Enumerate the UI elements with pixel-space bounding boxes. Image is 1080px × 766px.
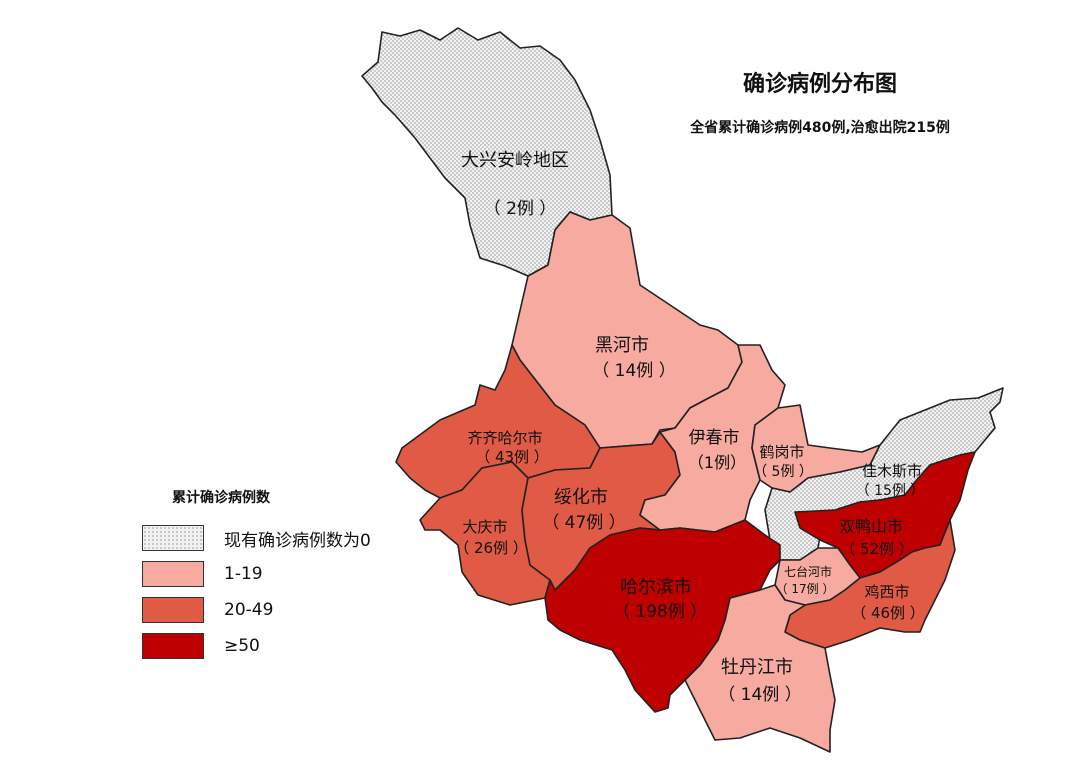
legend-swatch-20-49 [142,597,204,623]
map-title: 确诊病例分布图 [742,72,897,97]
jixi-count: （ 46例 ） [851,604,925,622]
legend-label-1-19: 1-19 [224,564,263,584]
qitaihe-count: （ 17例 ） [776,582,835,596]
legend-item-50-plus: ≥50 [142,631,260,661]
qitaihe-name: 七台河市 [784,564,832,579]
legend-item-20-49: 20-49 [142,595,273,625]
jiamusi-name: 佳木斯市 [862,462,922,480]
region-yichun[interactable] [639,344,786,533]
region-harbin[interactable] [544,519,781,713]
mudanjiang-name: 牡丹江市 [721,657,793,678]
daxinganling-name: 大兴安岭地区 [461,150,569,171]
legend-item-1-19: 1-19 [142,559,263,589]
shuangyashan-count: （ 52例 ） [840,540,914,558]
map-subtitle: 全省累计确诊病例480例,治愈出院215例 [690,120,950,136]
legend-item-zero: 现有确诊病例数为0 [142,523,371,553]
jixi-name: 鸡西市 [864,583,909,601]
hegang-count: （ 5例 ） [753,464,813,480]
daqing-name: 大庆市 [462,518,507,536]
legend-label-50-plus: ≥50 [224,636,260,656]
legend-label-zero: 现有确诊病例数为0 [224,530,371,551]
hegang-name: 鹤岗市 [759,443,804,461]
harbin-count: （ 198例 ） [613,602,707,622]
legend-swatch-zero [142,525,204,551]
qiqihar-count: （ 43例 ） [475,448,549,466]
daxinganling-count: （ 2例 ） [484,199,557,219]
daqing-count: （ 26例 ） [454,539,528,557]
jiamusi-count: （ 15例 ） [856,483,925,499]
mudanjiang-count: （ 14例 ） [718,685,801,705]
suihua-name: 绥化市 [554,487,608,508]
shuangyashan-name: 双鸭山市 [839,517,903,536]
heihe-count: （ 14例 ） [592,361,675,381]
legend-swatch-1-19 [142,561,204,587]
region-daqing[interactable] [419,461,551,606]
legend-label-20-49: 20-49 [224,600,274,620]
yichun-count: （1例） [688,453,746,472]
heihe-name: 黑河市 [595,335,649,356]
harbin-name: 哈尔滨市 [620,577,692,598]
yichun-name: 伊春市 [689,428,740,448]
suihua-count: （ 47例 ） [542,513,625,533]
legend-swatch-50-plus [142,633,204,659]
qiqihar-name: 齐齐哈尔市 [467,429,542,447]
legend-title: 累计确诊病例数 [172,490,270,506]
